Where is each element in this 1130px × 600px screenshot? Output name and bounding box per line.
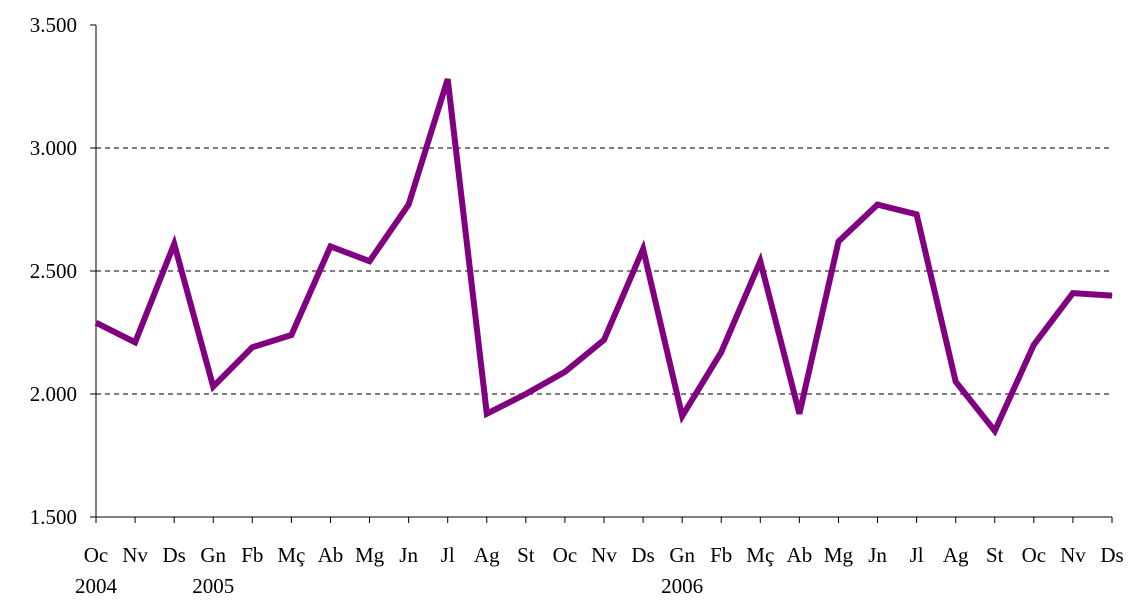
data-point: [837, 240, 839, 242]
data-point: [720, 351, 722, 353]
data-point: [564, 371, 566, 373]
data-point: [290, 334, 292, 336]
x-tick-label: Jl: [441, 543, 455, 567]
data-point: [681, 415, 683, 417]
data-point: [1033, 344, 1035, 346]
data-point: [877, 204, 879, 206]
x-year-label: 2006: [661, 574, 703, 598]
data-point: [798, 413, 800, 415]
x-tick-label: Nv: [1060, 543, 1086, 567]
x-tick-label: Ab: [787, 543, 813, 567]
x-tick-label: Fb: [241, 543, 263, 567]
x-tick-label: Jn: [868, 543, 887, 567]
x-tick-label: Mç: [277, 543, 305, 567]
x-year-label: 2005: [192, 574, 234, 598]
data-point: [212, 386, 214, 388]
data-point: [251, 346, 253, 348]
x-tick-label: Mç: [746, 543, 774, 567]
x-year-label: 2004: [75, 574, 118, 598]
x-tick-label: Mg: [824, 543, 854, 567]
data-point: [369, 260, 371, 262]
x-tick-label: Gn: [200, 543, 226, 567]
grid-layer: [96, 147, 1112, 395]
data-point: [916, 213, 918, 215]
data-point: [759, 260, 761, 262]
data-point: [447, 78, 449, 80]
x-tick-label: Ab: [318, 543, 344, 567]
x-tick-label: Ag: [943, 543, 969, 567]
data-point: [486, 413, 488, 415]
data-point: [955, 381, 957, 383]
x-tick-label: Nv: [591, 543, 617, 567]
x-tick-label: Oc: [553, 543, 578, 567]
data-point: [1111, 295, 1113, 297]
x-tick-label: Ds: [162, 543, 185, 567]
y-tick-label: 1.500: [30, 505, 77, 529]
x-tick-label: Jl: [910, 543, 924, 567]
x-tick-label: Ag: [474, 543, 500, 567]
x-tick-label: Jn: [399, 543, 418, 567]
series-layer: [94, 78, 1113, 437]
y-tick-label: 3.000: [30, 136, 77, 160]
axis-layer: [90, 24, 1113, 523]
y-tick-label: 2.500: [30, 259, 77, 283]
y-tick-label: 3.500: [30, 13, 77, 37]
data-point: [173, 243, 175, 245]
x-tick-label: Gn: [669, 543, 695, 567]
series-line: [94, 78, 1113, 437]
x-tick-label: Ds: [631, 543, 654, 567]
data-point: [408, 204, 410, 206]
data-point: [642, 248, 644, 250]
y-tick-label: 2.000: [30, 382, 77, 406]
data-point: [994, 430, 996, 432]
x-tick-label: Mg: [355, 543, 385, 567]
data-point: [603, 339, 605, 341]
x-tick-label: Fb: [710, 543, 732, 567]
data-point: [95, 322, 97, 324]
label-layer: 1.500 2.000 2.500 3.000 3.500 Oc Nv Ds Gn Fb Mç Ab M…: [30, 13, 1124, 598]
data-point: [1072, 292, 1074, 294]
data-point: [134, 341, 136, 343]
data-point: [525, 393, 527, 395]
x-tick-label: Ds: [1100, 543, 1123, 567]
data-point: [329, 245, 331, 247]
x-tick-label: Nv: [122, 543, 148, 567]
x-tick-label: Oc: [84, 543, 109, 567]
x-tick-label: Oc: [1022, 543, 1047, 567]
x-tick-label: St: [986, 543, 1004, 567]
x-tick-label: St: [517, 543, 535, 567]
